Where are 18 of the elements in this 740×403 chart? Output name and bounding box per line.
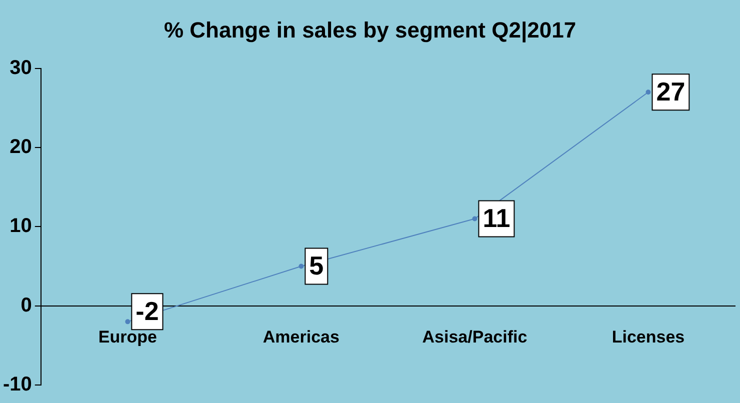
data-label: 5 xyxy=(309,250,324,280)
chart-title: % Change in sales by segment Q2|2017 xyxy=(164,17,576,42)
data-label: 11 xyxy=(482,202,510,233)
y-tick-label: 0 xyxy=(20,294,32,316)
data-label: 27 xyxy=(656,76,686,106)
x-tick-label: Licenses xyxy=(612,328,685,347)
y-tick-label: 30 xyxy=(10,56,32,79)
point xyxy=(646,90,651,95)
point xyxy=(472,216,478,222)
x-tick-label: Asisa/Pacific xyxy=(422,328,528,347)
y-tick-label: -10 xyxy=(3,374,32,396)
point xyxy=(298,264,304,269)
point xyxy=(125,319,130,324)
x-tick-label: Europe xyxy=(98,328,157,347)
data-label: -2 xyxy=(136,296,159,326)
y-tick-label: 20 xyxy=(10,136,32,158)
y-tick-label: 10 xyxy=(10,215,32,238)
x-tick-label: Americas xyxy=(262,328,340,347)
